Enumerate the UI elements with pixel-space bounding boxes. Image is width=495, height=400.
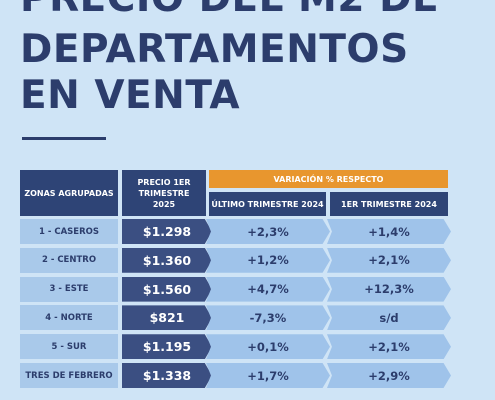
title-line: DEPARTAMENTOS bbox=[20, 27, 409, 72]
table-cell: 1 - CASEROS bbox=[20, 219, 118, 244]
table-cell: $1.298 bbox=[122, 219, 212, 244]
table-cell: +2,3% bbox=[206, 219, 330, 244]
table-cell: $821 bbox=[122, 305, 212, 331]
header-cell: 1ER TRIMESTRE 2024 bbox=[330, 192, 448, 216]
table-cell: -7,3% bbox=[206, 305, 330, 331]
table-cell: TRES DE FEBRERO bbox=[20, 363, 118, 388]
table-cell: +12,3% bbox=[327, 276, 451, 302]
table-cell: +4,7% bbox=[206, 276, 330, 302]
title-line: EN VENTA bbox=[20, 73, 241, 118]
table-cell: +2,1% bbox=[327, 334, 451, 360]
table-cell: $1.560 bbox=[122, 276, 212, 302]
table-cell: 5 - SUR bbox=[20, 334, 118, 360]
header-cell: ÚLTIMO TRIMESTRE 2024 bbox=[209, 192, 326, 216]
table-cell: $1.195 bbox=[122, 334, 212, 360]
table-cell: $1.360 bbox=[122, 247, 212, 273]
table-cell: +2,9% bbox=[327, 363, 451, 388]
table-cell: 2 - CENTRO bbox=[20, 247, 118, 273]
header-cell: VARIACIÓN % RESPECTO bbox=[209, 170, 448, 188]
underline bbox=[22, 137, 106, 140]
table-cell: $1.338 bbox=[122, 363, 212, 388]
title-line: PRECIO DEL M2 DE bbox=[20, 0, 439, 19]
table-cell: +1,7% bbox=[206, 363, 330, 388]
header-cell: ZONAS AGRUPADAS bbox=[20, 170, 118, 216]
table-cell: 3 - ESTE bbox=[20, 276, 118, 302]
table-cell: +1,4% bbox=[327, 219, 451, 244]
table-cell: +0,1% bbox=[206, 334, 330, 360]
header-cell: PRECIO 1ER TRIMESTRE 2025 bbox=[122, 170, 206, 216]
table-cell: +1,2% bbox=[206, 247, 330, 273]
table-cell: +2,1% bbox=[327, 247, 451, 273]
table-cell: 4 - NORTE bbox=[20, 305, 118, 331]
table-cell: s/d bbox=[327, 305, 451, 331]
